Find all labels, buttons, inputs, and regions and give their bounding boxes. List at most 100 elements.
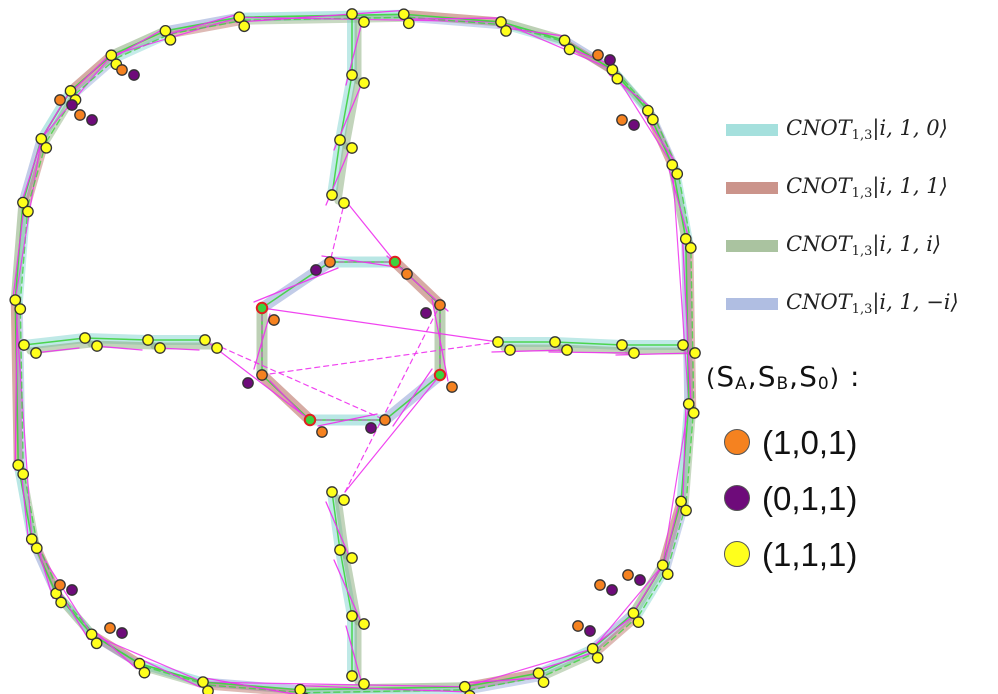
yellow-node <box>561 344 573 356</box>
band-segment <box>165 17 247 39</box>
band-segment <box>686 239 697 412</box>
legend-label: CNOT1,3|i, 1, i⟩ <box>786 232 942 259</box>
orange-node <box>594 579 606 591</box>
yellow-node <box>666 159 679 171</box>
yellow-node <box>211 342 223 354</box>
green-edge <box>138 662 204 683</box>
green-edge <box>554 341 623 346</box>
purple-node <box>628 119 640 131</box>
magenta-edge <box>464 648 594 688</box>
yellow-node <box>537 676 550 689</box>
yellow-node <box>687 407 700 419</box>
orange-node <box>379 414 391 426</box>
magenta-edge <box>431 298 449 382</box>
yellow-node <box>682 398 695 410</box>
magenta-edge <box>204 677 297 694</box>
magenta-edge <box>611 69 673 166</box>
green-dashed-edge <box>685 406 695 506</box>
yellow-node <box>17 196 29 209</box>
magenta-dashed-edge <box>329 199 346 263</box>
yellow-node <box>464 689 476 694</box>
yellow-node <box>12 459 25 471</box>
red-ringed-node <box>255 301 269 315</box>
yellow-node <box>30 542 43 554</box>
yellow-node <box>142 334 154 346</box>
yellow-node <box>632 616 645 628</box>
yellow-node <box>238 20 251 33</box>
green-edge <box>339 74 353 141</box>
band-segment <box>139 664 211 690</box>
orange-node <box>446 381 458 393</box>
green-dashed-edge <box>19 302 24 469</box>
band-segment <box>111 31 173 63</box>
purple-node <box>86 114 98 126</box>
magenta-edge <box>664 505 679 562</box>
magenta-edge <box>634 569 661 610</box>
green-dashed-edge <box>676 167 692 243</box>
orange-node <box>572 620 584 632</box>
orange-node <box>74 109 86 121</box>
magenta-edge <box>202 681 466 688</box>
magenta-edge <box>682 243 692 401</box>
green-dashed-edge <box>568 42 619 74</box>
yellow-node <box>85 628 98 641</box>
yellow-node <box>326 486 338 498</box>
magenta-edge <box>301 685 463 693</box>
yellow-node <box>159 24 172 37</box>
red-ringed-node <box>388 255 402 269</box>
orange-dot-icon <box>724 429 750 455</box>
magenta-edge <box>253 313 271 370</box>
magenta-edge <box>140 658 201 688</box>
magenta-edge <box>238 16 502 23</box>
purple-node <box>365 422 377 434</box>
yellow-node <box>616 339 628 351</box>
orange-node <box>116 64 128 76</box>
yellow-node <box>79 332 91 344</box>
yellow-node <box>358 77 370 89</box>
yellow-node <box>9 294 22 306</box>
green-dashed-edge <box>304 689 471 694</box>
yellow-node <box>492 336 504 348</box>
yellow-node <box>504 344 516 356</box>
yellow-node <box>689 347 701 359</box>
green-edge <box>339 549 353 617</box>
point-legend-label: (1,1,1) <box>762 536 858 573</box>
yellow-node <box>55 596 67 609</box>
yellow-node <box>642 104 654 117</box>
magenta-edge <box>668 169 689 236</box>
magenta-edge <box>11 197 26 306</box>
yellow-node <box>202 685 214 694</box>
orange-node <box>616 114 628 126</box>
band-segment <box>465 673 547 694</box>
red-ringed-node <box>433 368 447 382</box>
yellow-node <box>25 533 38 545</box>
sage-swatch <box>726 240 778 252</box>
yellow-node <box>680 504 692 517</box>
purple-node <box>242 377 254 389</box>
band-segment <box>681 404 697 509</box>
yellow-node <box>591 651 604 664</box>
yellow-node <box>549 336 561 348</box>
teal-swatch <box>726 124 778 136</box>
legend-entry-teal: CNOT1,3|i, 1, 0⟩ <box>722 110 998 168</box>
band-segment <box>334 142 350 205</box>
band-segment <box>239 14 412 25</box>
green-dashed-edge <box>542 651 599 677</box>
graph-nodes <box>9 8 701 694</box>
legend-entry-red: CNOT1,3|i, 1, 1⟩ <box>722 168 998 226</box>
yellow-node <box>628 347 640 359</box>
band-segment <box>672 165 694 247</box>
legend-entry-lavender: CNOT1,3|i, 1, −i⟩ <box>722 284 998 342</box>
band-segment <box>15 203 31 308</box>
green-edge <box>331 491 341 551</box>
yellow-node <box>14 303 27 315</box>
red-ringed-node <box>303 413 317 427</box>
yellow-node <box>133 657 146 670</box>
magenta-edge <box>92 629 138 670</box>
orange-node <box>592 49 604 61</box>
yellow-node <box>402 17 415 30</box>
yellow-node <box>358 16 370 28</box>
green-dashed-edge <box>22 467 38 543</box>
magenta-edge <box>107 26 169 61</box>
yellow-node <box>294 683 307 694</box>
